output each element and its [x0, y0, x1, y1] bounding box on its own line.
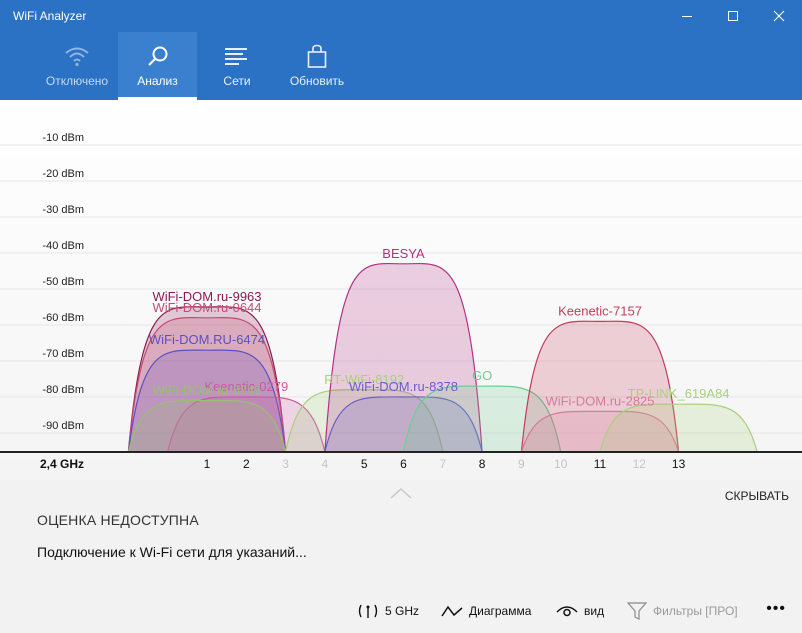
channel-tick-label: 7: [439, 457, 446, 471]
channel-tick-label: 2: [243, 457, 250, 471]
diagram-button[interactable]: Диаграмма: [441, 598, 531, 624]
channel-tick-label: 13: [672, 457, 686, 471]
band-axis-label: 2,4 GHz: [40, 457, 84, 471]
y-tick-label: -10 dBm: [42, 132, 84, 144]
title-bar: WiFi Analyzer: [0, 0, 802, 32]
band-toggle-button[interactable]: 5 GHz: [357, 598, 419, 624]
active-tab-indicator: [118, 97, 197, 100]
close-icon: [773, 10, 785, 22]
channel-tick-label: 3: [282, 457, 289, 471]
wifi-icon: [63, 42, 91, 70]
y-tick-label: -90 dBm: [42, 420, 84, 432]
signal-curve[interactable]: [127, 306, 287, 453]
y-tick-label: -40 dBm: [42, 240, 84, 252]
network-label: Keenetic-0279: [204, 379, 288, 394]
network-label: BESYA: [382, 246, 425, 261]
hide-button[interactable]: СКРЫВАТЬ: [724, 489, 789, 503]
network-label: GO: [472, 368, 492, 383]
filters-label: Фильтры [ПРО]: [653, 604, 738, 618]
y-tick-label: -20 dBm: [42, 168, 84, 180]
signal-curve[interactable]: [324, 262, 483, 453]
signal-curve[interactable]: [284, 389, 444, 453]
channel-tick-label: 10: [554, 457, 568, 471]
minimize-icon: [682, 16, 692, 17]
network-label: WiFi-DOM.ru-6741: [152, 383, 261, 398]
channel-tick-label: 11: [594, 457, 607, 471]
minimize-button[interactable]: [664, 0, 710, 32]
network-label: WiFi-DOM.ru-2825: [545, 393, 654, 408]
main-tabs: Отключено Анализ: [0, 32, 802, 100]
chevron-up-icon[interactable]: [390, 486, 412, 504]
connection-hint: Подключение к Wi-Fi сети для указаний...: [37, 544, 307, 560]
search-icon: [144, 42, 172, 70]
rating-status: ОЦЕНКА НЕДОСТУПНА: [37, 512, 199, 528]
eye-icon: [556, 604, 578, 618]
tab-networks[interactable]: Сети: [197, 32, 277, 100]
y-tick-label: -60 dBm: [42, 312, 84, 324]
close-button[interactable]: [756, 0, 802, 32]
signal-curve[interactable]: [520, 410, 680, 453]
more-options-button[interactable]: •••: [766, 600, 786, 617]
signal-curve[interactable]: [324, 396, 483, 453]
channel-tick-label: 12: [633, 457, 647, 471]
signal-curve[interactable]: [599, 403, 758, 453]
app-header: WiFi Analyzer: [0, 0, 802, 100]
channel-tick-label: 8: [479, 457, 486, 471]
diagram-label: Диаграмма: [469, 604, 532, 618]
tab-label: Обновить: [289, 74, 345, 88]
maximize-icon: [728, 11, 738, 21]
y-tick-label: -50 dBm: [42, 276, 84, 288]
tab-label: Анализ: [137, 74, 178, 88]
signal-curve[interactable]: [166, 396, 326, 453]
channel-chart: WiFi-DOM.ru-9963 WiFi-DOM.ru-0644 WiFi-DOM…: [0, 100, 802, 480]
tab-update[interactable]: Обновить: [277, 32, 357, 100]
y-tick-label: -80 dBm: [42, 384, 84, 396]
tab-disconnected[interactable]: Отключено: [36, 32, 118, 100]
network-label: RT-WiFi-8192: [324, 372, 404, 387]
network-label: WiFi-DOM.RU-6474: [149, 332, 265, 347]
bag-icon: [303, 42, 331, 70]
tab-label: Отключено: [45, 74, 109, 88]
y-tick-label: -70 dBm: [42, 348, 84, 360]
network-label: Keenetic-7157: [558, 303, 642, 318]
list-icon: [223, 42, 251, 70]
network-label: WiFi-DOM.ru-8378: [349, 379, 458, 394]
channel-tick-label: 9: [518, 457, 525, 471]
wave-icon: [441, 604, 463, 618]
view-label: вид: [584, 604, 605, 618]
maximize-button[interactable]: [710, 0, 756, 32]
y-tick-label: -30 dBm: [42, 204, 84, 216]
network-label: WiFi-DOM.ru-0644: [152, 300, 261, 315]
channel-tick-label: 4: [322, 457, 329, 471]
signal-curve[interactable]: [127, 317, 287, 453]
filters-button[interactable]: Фильтры [ПРО]: [627, 598, 738, 624]
info-panel: СКРЫВАТЬ ОЦЕНКА НЕДОСТУПНА Подключение к…: [0, 480, 802, 590]
network-label: TP-LINK_619A84: [628, 386, 730, 401]
band-label: 5 GHz: [385, 604, 420, 618]
signal-curve[interactable]: [127, 399, 287, 453]
antenna-icon: [357, 602, 379, 620]
view-button[interactable]: вид: [556, 598, 604, 624]
channel-tick-label: 5: [361, 457, 368, 471]
tab-analysis[interactable]: Анализ: [118, 32, 197, 100]
tab-label: Сети: [223, 74, 251, 88]
network-label: WiFi-DOM.ru-9963: [152, 289, 261, 304]
bottom-toolbar: 5 GHz Диаграмма вид: [0, 590, 802, 633]
channel-tick-label: 1: [204, 457, 211, 471]
filter-icon: [627, 602, 647, 620]
app-title: WiFi Analyzer: [13, 9, 87, 23]
channel-tick-label: 6: [400, 457, 407, 471]
signal-curve[interactable]: [402, 385, 562, 453]
signal-curve[interactable]: [520, 320, 680, 453]
